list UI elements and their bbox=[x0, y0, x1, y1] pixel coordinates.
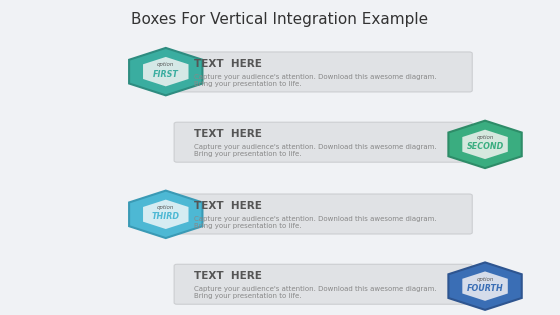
Text: Capture your audience's attention. Download this awesome diagram.
Bring your pre: Capture your audience's attention. Downl… bbox=[194, 286, 436, 299]
Text: TEXT  HERE: TEXT HERE bbox=[194, 271, 262, 281]
Polygon shape bbox=[463, 130, 508, 159]
Text: Capture your audience's attention. Download this awesome diagram.
Bring your pre: Capture your audience's attention. Downl… bbox=[194, 216, 436, 229]
Text: FIRST: FIRST bbox=[153, 70, 179, 78]
Polygon shape bbox=[449, 121, 522, 168]
Polygon shape bbox=[143, 200, 189, 229]
Text: option: option bbox=[157, 205, 175, 210]
Text: TEXT  HERE: TEXT HERE bbox=[194, 59, 262, 69]
FancyBboxPatch shape bbox=[174, 122, 472, 162]
Text: TEXT  HERE: TEXT HERE bbox=[194, 201, 262, 211]
Text: Boxes For Vertical Integration Example: Boxes For Vertical Integration Example bbox=[132, 12, 428, 27]
Polygon shape bbox=[463, 272, 508, 301]
Text: option: option bbox=[477, 277, 494, 282]
FancyBboxPatch shape bbox=[174, 52, 472, 92]
Polygon shape bbox=[143, 57, 189, 86]
Polygon shape bbox=[129, 191, 203, 238]
FancyBboxPatch shape bbox=[174, 194, 472, 234]
Text: FOURTH: FOURTH bbox=[466, 284, 503, 293]
Text: Capture your audience's attention. Download this awesome diagram.
Bring your pre: Capture your audience's attention. Downl… bbox=[194, 74, 436, 87]
Text: SECOND: SECOND bbox=[466, 142, 503, 151]
Polygon shape bbox=[129, 48, 203, 95]
Text: TEXT  HERE: TEXT HERE bbox=[194, 129, 262, 139]
Polygon shape bbox=[449, 262, 522, 310]
FancyBboxPatch shape bbox=[174, 264, 472, 304]
Text: option: option bbox=[477, 135, 494, 140]
Text: option: option bbox=[157, 62, 175, 67]
Text: Capture your audience's attention. Download this awesome diagram.
Bring your pre: Capture your audience's attention. Downl… bbox=[194, 144, 436, 157]
Text: THIRD: THIRD bbox=[152, 212, 180, 221]
